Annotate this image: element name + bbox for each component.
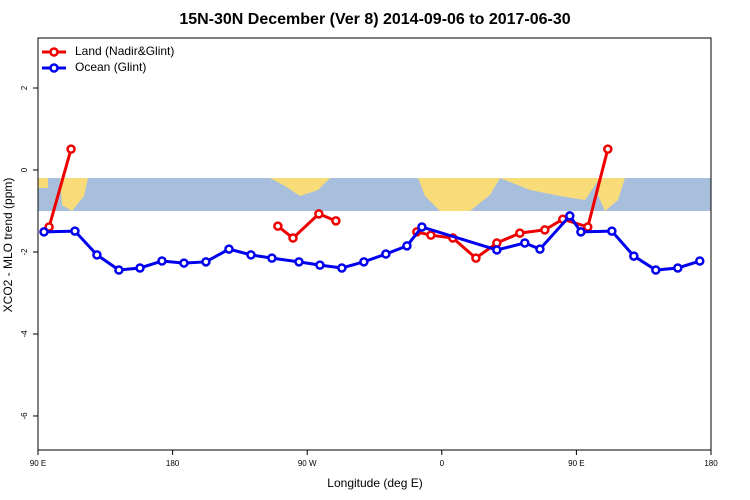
data-point [695, 256, 705, 266]
legend-label: Land (Nadir&Glint) [75, 44, 174, 58]
x-tick-label: 0 [440, 459, 445, 468]
legend-label: Ocean (Glint) [75, 60, 146, 74]
data-point [565, 211, 575, 221]
data-point [417, 222, 427, 232]
data-point [471, 253, 481, 263]
data-point [201, 257, 211, 267]
data-point [39, 227, 49, 237]
data-point [629, 251, 639, 261]
x-axis-title: Longitude (deg E) [327, 476, 422, 490]
x-tick-label: 90 E [30, 459, 46, 468]
data-point [331, 216, 341, 226]
data-point [246, 250, 256, 260]
data-point [66, 144, 76, 154]
data-point [576, 227, 586, 237]
data-point [603, 144, 613, 154]
series-line [43, 213, 701, 272]
data-point [359, 257, 369, 267]
data-point [224, 244, 234, 254]
data-point [583, 222, 593, 232]
map-strip [38, 178, 711, 211]
y-tick-label: -4 [20, 330, 29, 338]
data-point [315, 260, 325, 270]
data-point [294, 257, 304, 267]
y-tick-label: -2 [20, 248, 29, 256]
legend-marker [49, 63, 59, 73]
chart-title: 15N-30N December (Ver 8) 2014-09-06 to 2… [179, 11, 570, 28]
data-point [673, 263, 683, 273]
legend-marker [49, 47, 59, 57]
y-axis-title: XCO2 - MLO trend (ppm) [1, 178, 15, 313]
data-point [179, 258, 189, 268]
data-point [651, 265, 661, 275]
data-point [520, 238, 530, 248]
x-tick-label: 90 W [298, 459, 317, 468]
data-point [273, 221, 283, 231]
x-tick-label: 180 [166, 459, 180, 468]
data-point [70, 226, 80, 236]
data-point [607, 226, 617, 236]
data-point [515, 228, 525, 238]
data-point [381, 249, 391, 259]
y-tick-label: 0 [20, 167, 29, 172]
data-point [114, 265, 124, 275]
data-point [92, 250, 102, 260]
data-point [535, 244, 545, 254]
y-tick-label: -6 [20, 412, 29, 420]
x-tick-label: 90 E [568, 459, 584, 468]
data-point [135, 263, 145, 273]
data-point [337, 263, 347, 273]
data-point [314, 209, 324, 219]
data-point [267, 253, 277, 263]
data-point [492, 245, 502, 255]
data-point [426, 230, 436, 240]
plot-frame [37, 37, 712, 451]
data-point [402, 241, 412, 251]
data-point [157, 256, 167, 266]
data-point [288, 233, 298, 243]
data-point [540, 225, 550, 235]
y-tick-label: 2 [20, 85, 29, 90]
x-tick-label: 180 [704, 459, 718, 468]
